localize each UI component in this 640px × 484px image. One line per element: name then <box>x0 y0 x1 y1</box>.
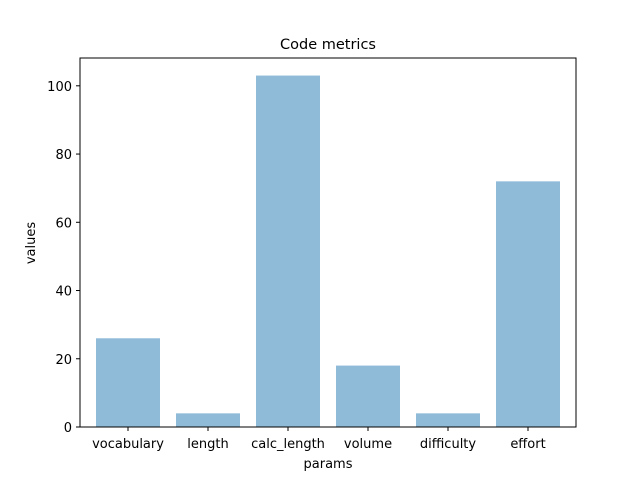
y-tick-label: 20 <box>55 353 72 368</box>
x-tick-label: vocabulary <box>92 437 164 452</box>
bars-group <box>96 75 560 428</box>
bar-length <box>176 413 240 427</box>
y-tick-label: 0 <box>64 421 72 436</box>
bar-vocabulary <box>96 338 160 427</box>
x-axis-label: params <box>304 457 353 472</box>
x-tick-label: volume <box>344 437 392 452</box>
x-tick-label: length <box>187 437 228 452</box>
y-axis-ticks: 0 20 40 60 80 100 <box>47 80 80 436</box>
chart-title: Code metrics <box>280 37 376 53</box>
y-tick-label: 100 <box>47 80 72 95</box>
x-tick-label: calc_length <box>251 437 325 452</box>
y-axis-label: values <box>24 222 39 265</box>
bar-difficulty <box>416 413 480 427</box>
y-tick-label: 60 <box>55 216 72 231</box>
y-tick-label: 80 <box>55 148 72 163</box>
plot-frame <box>79 57 577 428</box>
y-tick-label: 40 <box>55 285 72 300</box>
x-tick-label: effort <box>510 437 545 452</box>
bar-volume <box>336 365 400 427</box>
x-tick-label: difficulty <box>420 437 477 452</box>
x-axis-ticks: vocabulary length calc_length volume difficu… <box>92 427 546 452</box>
bar-calc_length <box>256 75 320 428</box>
bar-effort <box>496 181 560 427</box>
